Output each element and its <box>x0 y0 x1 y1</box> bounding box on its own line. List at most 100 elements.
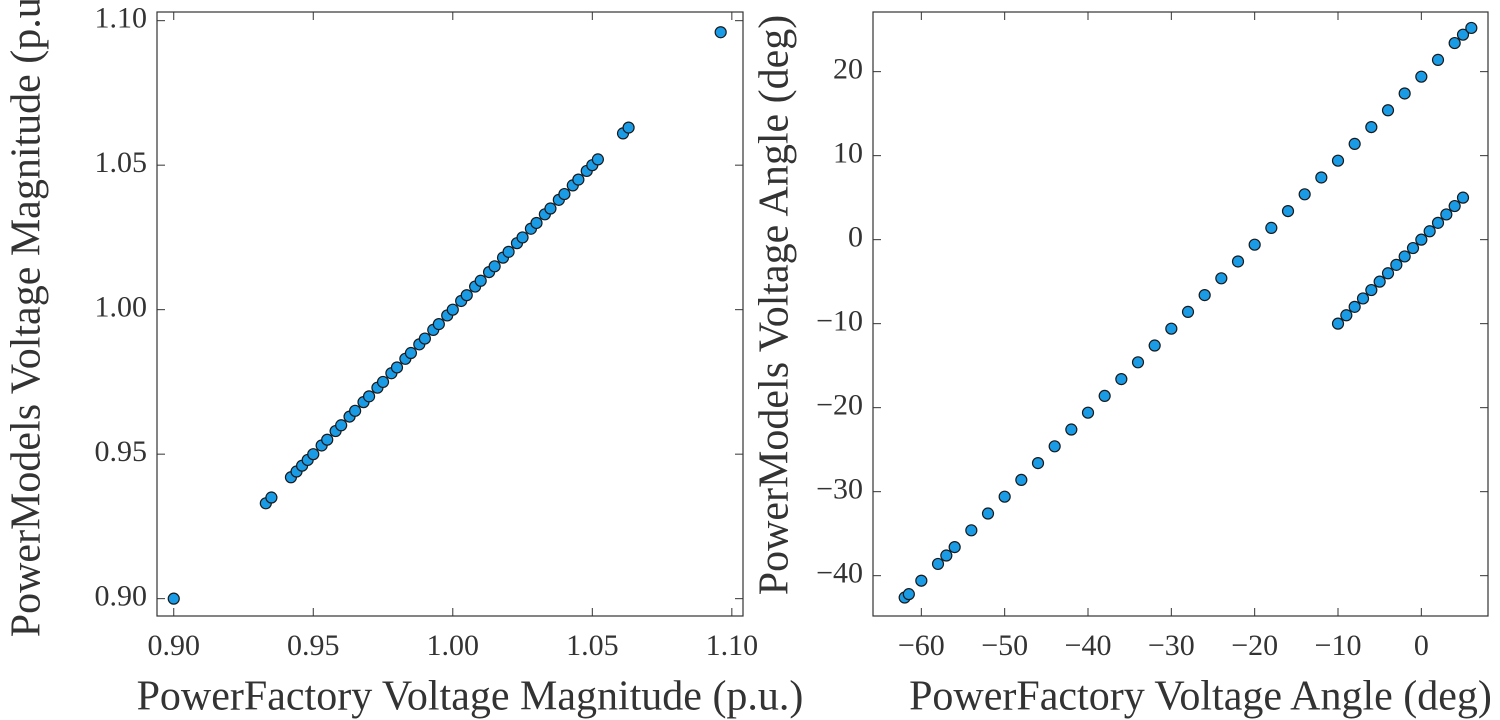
x-tick-label: −20 <box>1231 629 1278 662</box>
point <box>376 375 390 389</box>
y-tick-label: 0 <box>848 221 863 254</box>
point <box>1048 440 1061 453</box>
x-tick-label: 0 <box>1414 629 1429 662</box>
point <box>488 260 501 273</box>
point <box>1423 225 1436 238</box>
point <box>1456 191 1470 204</box>
point <box>362 390 376 403</box>
plot-frame <box>872 11 1489 617</box>
point <box>940 549 953 562</box>
point <box>1415 70 1428 83</box>
point <box>591 153 604 166</box>
x-tick-label: 1.10 <box>706 629 759 662</box>
point <box>714 26 727 39</box>
point <box>1348 300 1361 313</box>
point <box>1406 241 1420 255</box>
point <box>902 588 915 601</box>
point <box>1340 309 1353 322</box>
y-tick-label: −20 <box>816 389 863 422</box>
point <box>502 245 515 258</box>
point <box>1415 233 1428 246</box>
point <box>1390 258 1403 271</box>
point <box>307 448 320 461</box>
point <box>1081 406 1095 419</box>
y-tick-label: −30 <box>816 473 863 506</box>
point <box>915 574 928 587</box>
point <box>544 202 557 215</box>
point <box>1381 267 1395 280</box>
y-tick-label: 10 <box>833 137 863 170</box>
y-axis-label: PowerModels Voltage Magnitude (p.u.) <box>4 0 50 637</box>
x-tick-label: 1.05 <box>566 629 619 662</box>
point <box>1031 457 1045 470</box>
point <box>558 187 571 201</box>
point <box>1265 221 1278 234</box>
point <box>1365 120 1378 134</box>
x-tick-label: −40 <box>1065 629 1112 662</box>
y-tick-label: −10 <box>816 305 863 338</box>
point <box>998 490 1011 503</box>
y-tick-label: 1.05 <box>95 146 148 179</box>
plot-frame <box>156 11 744 617</box>
point <box>1165 322 1178 335</box>
point <box>1315 171 1328 184</box>
x-axis-label: PowerFactory Voltage Angle (deg) <box>909 674 1492 720</box>
y-tick-label: 1.00 <box>95 291 148 324</box>
point <box>349 404 362 417</box>
point <box>1448 199 1461 213</box>
point <box>1281 204 1295 218</box>
point <box>1356 292 1370 305</box>
point <box>1131 356 1145 369</box>
point <box>446 303 459 316</box>
point <box>460 289 473 302</box>
x-tick-label: −10 <box>1315 629 1362 662</box>
point <box>474 274 487 287</box>
point <box>321 433 334 446</box>
point <box>1198 288 1211 302</box>
y-tick-label: 0.95 <box>95 435 148 468</box>
point <box>1148 339 1161 352</box>
x-tick-label: 0.90 <box>147 629 200 662</box>
point <box>622 121 635 134</box>
x-tick-label: 1.00 <box>427 629 480 662</box>
point <box>1248 238 1261 251</box>
point <box>1298 188 1311 201</box>
x-axis-label: PowerFactory Voltage Magnitude (p.u.) <box>137 674 804 720</box>
x-tick-label: −30 <box>1148 629 1195 662</box>
point <box>167 592 180 605</box>
point <box>1398 250 1411 263</box>
point <box>1365 283 1378 297</box>
point <box>1065 423 1078 436</box>
point <box>1231 255 1245 268</box>
x-tick-label: −50 <box>981 629 1028 662</box>
point <box>572 173 585 186</box>
point <box>418 332 431 345</box>
point <box>1373 275 1386 288</box>
point <box>404 346 418 360</box>
point <box>1098 389 1111 403</box>
point <box>965 524 978 537</box>
point <box>931 557 945 571</box>
point <box>1398 87 1411 100</box>
x-tick-label: −60 <box>898 629 945 662</box>
point <box>1215 272 1228 285</box>
point <box>948 541 961 554</box>
point <box>1448 36 1461 50</box>
point <box>1348 137 1361 150</box>
point <box>335 419 348 432</box>
point <box>516 231 529 244</box>
point <box>1331 154 1345 167</box>
x-tick-label: 0.95 <box>287 629 340 662</box>
point <box>390 361 404 374</box>
point <box>1015 473 1028 487</box>
point <box>1456 28 1470 41</box>
y-tick-label: −40 <box>816 557 863 590</box>
point <box>1431 216 1445 229</box>
point <box>1115 373 1128 386</box>
point <box>1465 21 1478 35</box>
point <box>530 216 543 230</box>
point <box>432 318 445 331</box>
y-tick-label: 1.10 <box>95 2 148 35</box>
y-tick-label: 0.90 <box>95 580 148 613</box>
